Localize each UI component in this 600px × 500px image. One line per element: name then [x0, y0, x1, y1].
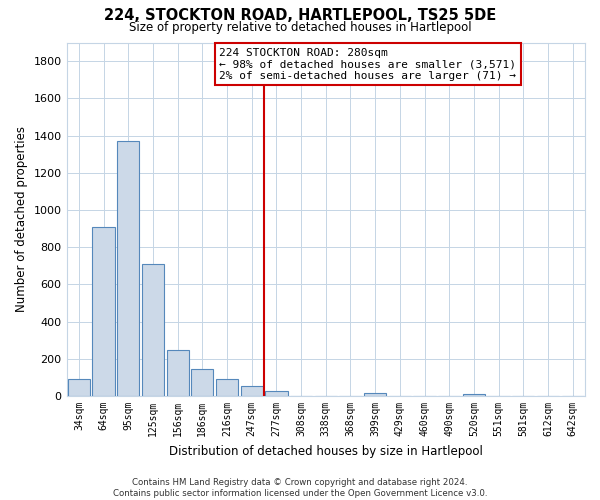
Bar — [463, 394, 485, 396]
Bar — [117, 141, 139, 396]
Bar — [68, 380, 90, 396]
Text: Contains HM Land Registry data © Crown copyright and database right 2024.
Contai: Contains HM Land Registry data © Crown c… — [113, 478, 487, 498]
Bar — [191, 369, 214, 396]
Bar — [92, 226, 115, 396]
Bar — [265, 392, 287, 396]
Y-axis label: Number of detached properties: Number of detached properties — [15, 126, 28, 312]
Bar — [216, 380, 238, 396]
Bar — [167, 350, 189, 396]
Text: Size of property relative to detached houses in Hartlepool: Size of property relative to detached ho… — [128, 21, 472, 34]
Bar — [364, 394, 386, 396]
Text: 224, STOCKTON ROAD, HARTLEPOOL, TS25 5DE: 224, STOCKTON ROAD, HARTLEPOOL, TS25 5DE — [104, 8, 496, 22]
Text: 224 STOCKTON ROAD: 280sqm
← 98% of detached houses are smaller (3,571)
2% of sem: 224 STOCKTON ROAD: 280sqm ← 98% of detac… — [220, 48, 517, 81]
Bar — [142, 264, 164, 396]
X-axis label: Distribution of detached houses by size in Hartlepool: Distribution of detached houses by size … — [169, 444, 483, 458]
Bar — [241, 386, 263, 396]
